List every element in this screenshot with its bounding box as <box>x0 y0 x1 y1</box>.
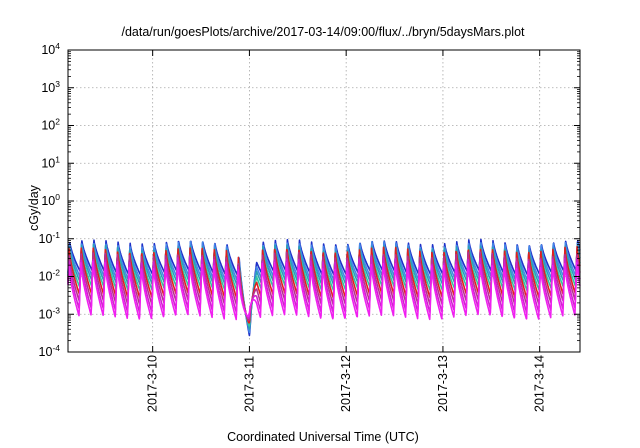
y-tick-base: 10 <box>41 43 55 57</box>
x-tick-label: 2017-3-12 <box>339 355 353 412</box>
y-tick-label: 102 <box>41 117 60 133</box>
y-tick-base: 10 <box>39 232 53 246</box>
y-tick-exponent: -1 <box>52 230 60 240</box>
chart-title: /data/run/goesPlots/archive/2017-03-14/0… <box>121 25 525 39</box>
y-tick-exponent: 1 <box>55 154 60 164</box>
x-tick-label: 2017-3-13 <box>436 355 450 412</box>
y-tick-base: 10 <box>41 81 55 95</box>
x-tick-label: 2017-3-10 <box>146 355 160 412</box>
y-tick-base: 10 <box>39 307 53 321</box>
x-tick-label: 2017-3-11 <box>242 356 256 412</box>
axis-ticks: 10-410-310-210-11001011021031042017-3-10… <box>39 41 580 412</box>
y-tick-exponent: -3 <box>52 305 60 315</box>
x-tick-label: 2017-3-14 <box>533 355 547 412</box>
y-tick-exponent: 3 <box>55 79 60 89</box>
y-tick-base: 10 <box>39 345 53 359</box>
y-tick-exponent: 4 <box>55 41 60 51</box>
y-axis-label: cGy/day <box>27 184 41 231</box>
y-tick-label: 10-4 <box>39 343 61 359</box>
y-tick-exponent: -2 <box>52 268 60 278</box>
y-tick-label: 104 <box>41 41 60 57</box>
y-tick-label: 10-2 <box>39 268 61 284</box>
y-tick-base: 10 <box>39 270 53 284</box>
series-line-8 <box>67 260 581 321</box>
y-tick-exponent: -4 <box>52 343 60 353</box>
y-tick-exponent: 2 <box>55 117 60 127</box>
y-tick-label: 103 <box>41 79 60 95</box>
y-tick-base: 10 <box>41 156 55 170</box>
y-tick-base: 10 <box>41 194 55 208</box>
y-tick-exponent: 0 <box>55 192 60 202</box>
x-axis-label: Coordinated Universal Time (UTC) <box>227 430 419 444</box>
y-tick-label: 10-3 <box>39 305 61 321</box>
y-tick-label: 10-1 <box>39 230 61 246</box>
y-tick-label: 100 <box>41 192 60 208</box>
data-series <box>67 238 581 337</box>
series-line-7 <box>67 255 581 320</box>
y-tick-base: 10 <box>41 119 55 133</box>
y-tick-label: 101 <box>41 154 60 170</box>
